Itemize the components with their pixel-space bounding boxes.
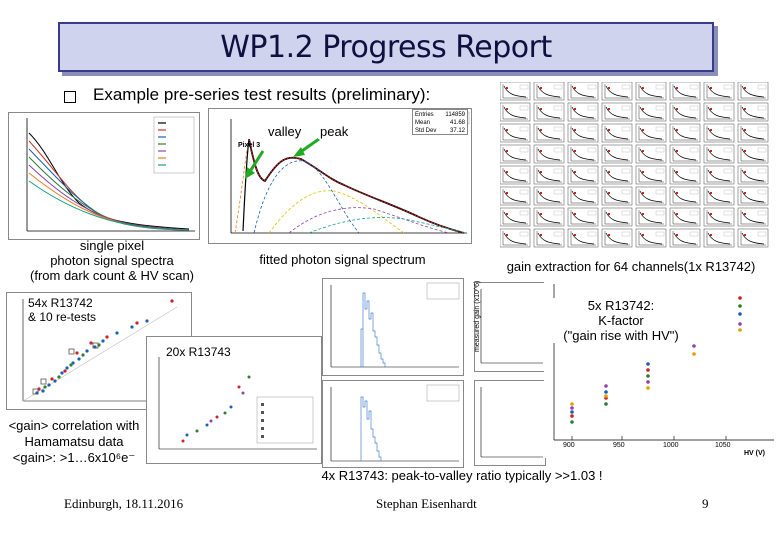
label-5x-line-3: ("gain rise with HV")	[563, 328, 679, 343]
bullet-checkbox-icon	[64, 91, 76, 103]
pv-histogram-2-graph	[330, 384, 460, 462]
kfactor-xtick-950: 950	[613, 442, 625, 449]
fitted-caption: fitted photon signal spectrum	[259, 252, 426, 267]
stats-label-mean: Mean	[415, 120, 431, 126]
label-54x: 54x R13742 & 10 re-tests	[28, 296, 97, 324]
spectra-caption-line-1: single pixel	[79, 238, 145, 253]
stats-box: Entries 114859 Mean 41.68 Std Dev 37.12	[412, 109, 468, 135]
bullet-text: Example pre-series test results (prelimi…	[93, 85, 431, 104]
correlation-line-2: Hamamatsu data	[24, 434, 124, 449]
spectra-caption-line-2: photon signal spectra	[50, 253, 174, 268]
peak-label: peak	[318, 124, 351, 139]
stats-value-stddev: 37.12	[449, 128, 465, 134]
stats-value-entries: 114859	[445, 112, 465, 118]
correlation-line-1: <gain> correlation with	[8, 418, 140, 433]
correlation-text: <gain> correlation with Hamamatsu data <…	[2, 418, 146, 466]
gain-caption: gain extraction for 64 channels(1x R1374…	[506, 259, 756, 274]
spectra-caption-line-3: (from dark count & HV scan)	[30, 268, 194, 283]
stats-label-stddev: Std Dev	[415, 128, 437, 134]
label-20x: 20x R13743	[166, 345, 231, 359]
pv-histogram-3-graph	[480, 289, 543, 364]
kfactor-xtick-1000: 1000	[663, 442, 679, 449]
gain-scatter-20x	[146, 336, 322, 464]
slide-title: WP1.2 Progress Report	[220, 30, 552, 65]
footer-author: Stephan Eisenhardt	[376, 496, 477, 511]
spectra-graph	[9, 113, 199, 239]
spectra-plot	[8, 112, 200, 240]
kfactor-ylabel: measured gain (x10^6)	[474, 280, 481, 352]
label-5x-line-2: K-factor	[598, 313, 644, 328]
title-box: WP1.2 Progress Report	[58, 22, 714, 72]
label-5x-line-1: 5x R13742:	[587, 298, 655, 313]
label-5x: 5x R13742: K-factor ("gain rise with HV"…	[546, 298, 696, 343]
footer-page-number: 9	[702, 496, 709, 511]
label-54x-line-1: 54x R13742	[28, 296, 93, 310]
kfactor-plot-graph	[553, 284, 774, 441]
stats-value-mean: 41.68	[449, 120, 465, 126]
kfactor-xlabel: HV (V)	[744, 450, 765, 457]
pv-histogram-1-graph	[330, 282, 460, 368]
kfactor-xtick-1050: 1050	[715, 442, 731, 449]
footer-location: Edinburgh, 18.11.2016	[64, 496, 184, 511]
pixel-label: Pixel 3	[238, 142, 261, 149]
gain-grid	[499, 81, 776, 254]
kfactor-xtick-900: 900	[563, 442, 575, 449]
pv-histogram-3	[474, 282, 546, 372]
spectra-caption: single pixel photon signal spectra (from…	[0, 238, 224, 283]
pv-histogram-1	[322, 278, 464, 376]
gain-grid-graph	[499, 81, 769, 248]
valley-label: valley	[266, 124, 304, 139]
stats-label-entries: Entries	[415, 112, 434, 118]
correlation-line-3: <gain>: >1…6x10⁶e⁻	[12, 450, 136, 465]
pv-histogram-4	[474, 380, 546, 466]
peak-valley-caption: 4x R13743: peak-to-valley ratio typicall…	[321, 468, 603, 483]
pv-histogram-4-graph	[480, 387, 543, 458]
pv-histogram-2	[322, 380, 464, 468]
gain-scatter-20x-graph	[158, 357, 317, 450]
label-54x-line-2: & 10 re-tests	[28, 310, 97, 324]
